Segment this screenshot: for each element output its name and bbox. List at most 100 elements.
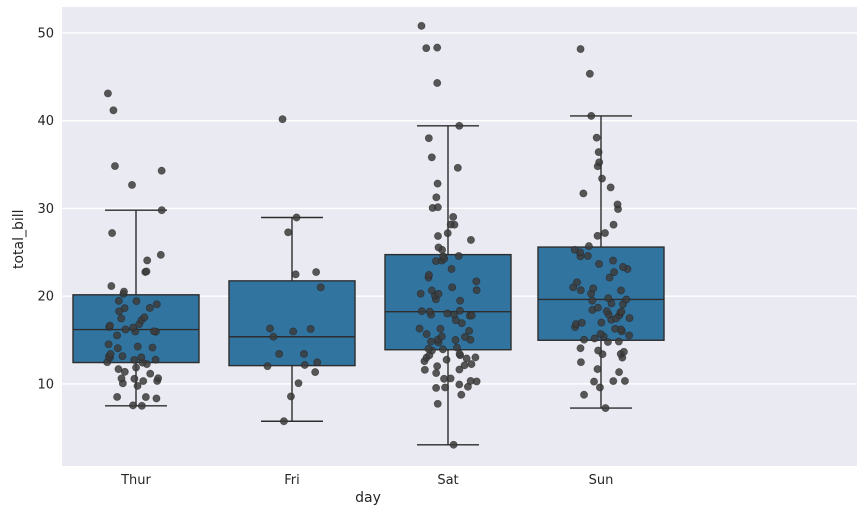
strip-point — [422, 330, 431, 338]
strip-point — [456, 296, 465, 305]
strip-point — [263, 362, 272, 371]
strip-point — [157, 166, 166, 175]
strip-point — [143, 256, 152, 265]
strip-point — [457, 390, 466, 399]
x-axis-label: day — [355, 490, 381, 506]
strip-point — [432, 383, 441, 392]
strip-point — [106, 321, 114, 330]
strip-point — [593, 231, 602, 240]
strip-point — [113, 344, 122, 353]
strip-point — [467, 311, 476, 320]
strip-point — [471, 353, 480, 362]
strip-point — [432, 369, 441, 378]
strip-point — [617, 307, 626, 316]
strip-point — [625, 331, 634, 340]
strip-point — [113, 392, 122, 401]
strip-point — [438, 345, 447, 354]
strip-point — [433, 399, 442, 408]
strip-point — [316, 283, 325, 292]
x-tick-label: Fri — [284, 473, 300, 488]
strip-point — [617, 286, 625, 295]
strip-point — [461, 332, 469, 341]
y-tick-label: 50 — [37, 26, 54, 41]
strip-point — [139, 377, 148, 386]
strip-point — [114, 296, 123, 305]
strip-point — [615, 368, 624, 377]
strip-point — [454, 251, 463, 260]
strip-point — [137, 401, 146, 410]
strip-point — [291, 270, 300, 279]
strip-point — [593, 365, 602, 374]
strip-point — [130, 355, 139, 364]
strip-point — [146, 369, 155, 378]
strip-point — [109, 106, 118, 115]
strip-point — [284, 228, 293, 237]
strip-point — [129, 323, 138, 332]
strip-point — [113, 331, 121, 340]
strip-point — [579, 189, 588, 198]
strip-point — [448, 283, 457, 292]
strip-point — [622, 295, 631, 304]
strip-point — [434, 232, 442, 240]
strip-point — [455, 380, 464, 389]
strip-point — [602, 307, 611, 316]
strip-point — [576, 344, 585, 353]
strip-point — [580, 335, 589, 344]
strip-point — [449, 440, 458, 449]
strip-point — [587, 111, 596, 120]
strip-point — [132, 297, 141, 306]
strip-point — [137, 353, 146, 362]
strip-point — [132, 363, 140, 372]
strip-point — [156, 250, 165, 259]
x-tick-label: Sun — [589, 473, 614, 488]
strip-point — [313, 358, 322, 367]
strip-point — [598, 174, 606, 183]
strip-point — [427, 153, 436, 162]
strip-point — [594, 346, 603, 355]
strip-point — [145, 304, 154, 312]
strip-point — [129, 401, 137, 410]
strip-point — [151, 355, 160, 364]
y-tick-label: 10 — [37, 377, 54, 392]
strip-point — [440, 374, 448, 383]
strip-point — [279, 417, 288, 426]
strip-point — [576, 286, 585, 295]
strip-point — [133, 342, 142, 351]
strip-point — [424, 271, 433, 279]
strip-point — [446, 374, 455, 383]
strip-point — [603, 338, 612, 346]
x-tick-label: Thur — [120, 473, 151, 488]
strip-point — [596, 330, 605, 338]
strip-point — [609, 220, 618, 229]
strip-point — [619, 347, 628, 356]
strip-point — [570, 245, 579, 254]
strip-point — [103, 89, 112, 98]
strip-point — [292, 213, 301, 222]
strip-point — [466, 236, 475, 244]
strip-point — [300, 361, 309, 369]
strip-point — [460, 361, 469, 370]
strip-point — [118, 352, 127, 361]
strip-point — [294, 379, 303, 388]
strip-point — [610, 268, 619, 277]
strip-point — [466, 377, 475, 385]
strip-point — [589, 284, 598, 293]
strip-point — [611, 324, 620, 333]
strip-point — [465, 327, 474, 335]
strip-point — [416, 289, 425, 298]
strip-point — [286, 392, 295, 401]
strip-point — [306, 324, 315, 333]
strip-point — [140, 313, 149, 322]
strip-point — [417, 21, 426, 30]
strip-point — [462, 354, 471, 363]
strip-point — [424, 134, 433, 143]
strip-point — [597, 318, 606, 327]
strip-point — [424, 344, 433, 353]
strip-point — [117, 314, 126, 323]
strip-point — [433, 79, 442, 87]
strip-point — [433, 179, 442, 188]
strip-point — [312, 268, 321, 277]
axes-background — [62, 7, 857, 466]
strip-point — [451, 336, 460, 344]
strip-point — [154, 374, 163, 383]
